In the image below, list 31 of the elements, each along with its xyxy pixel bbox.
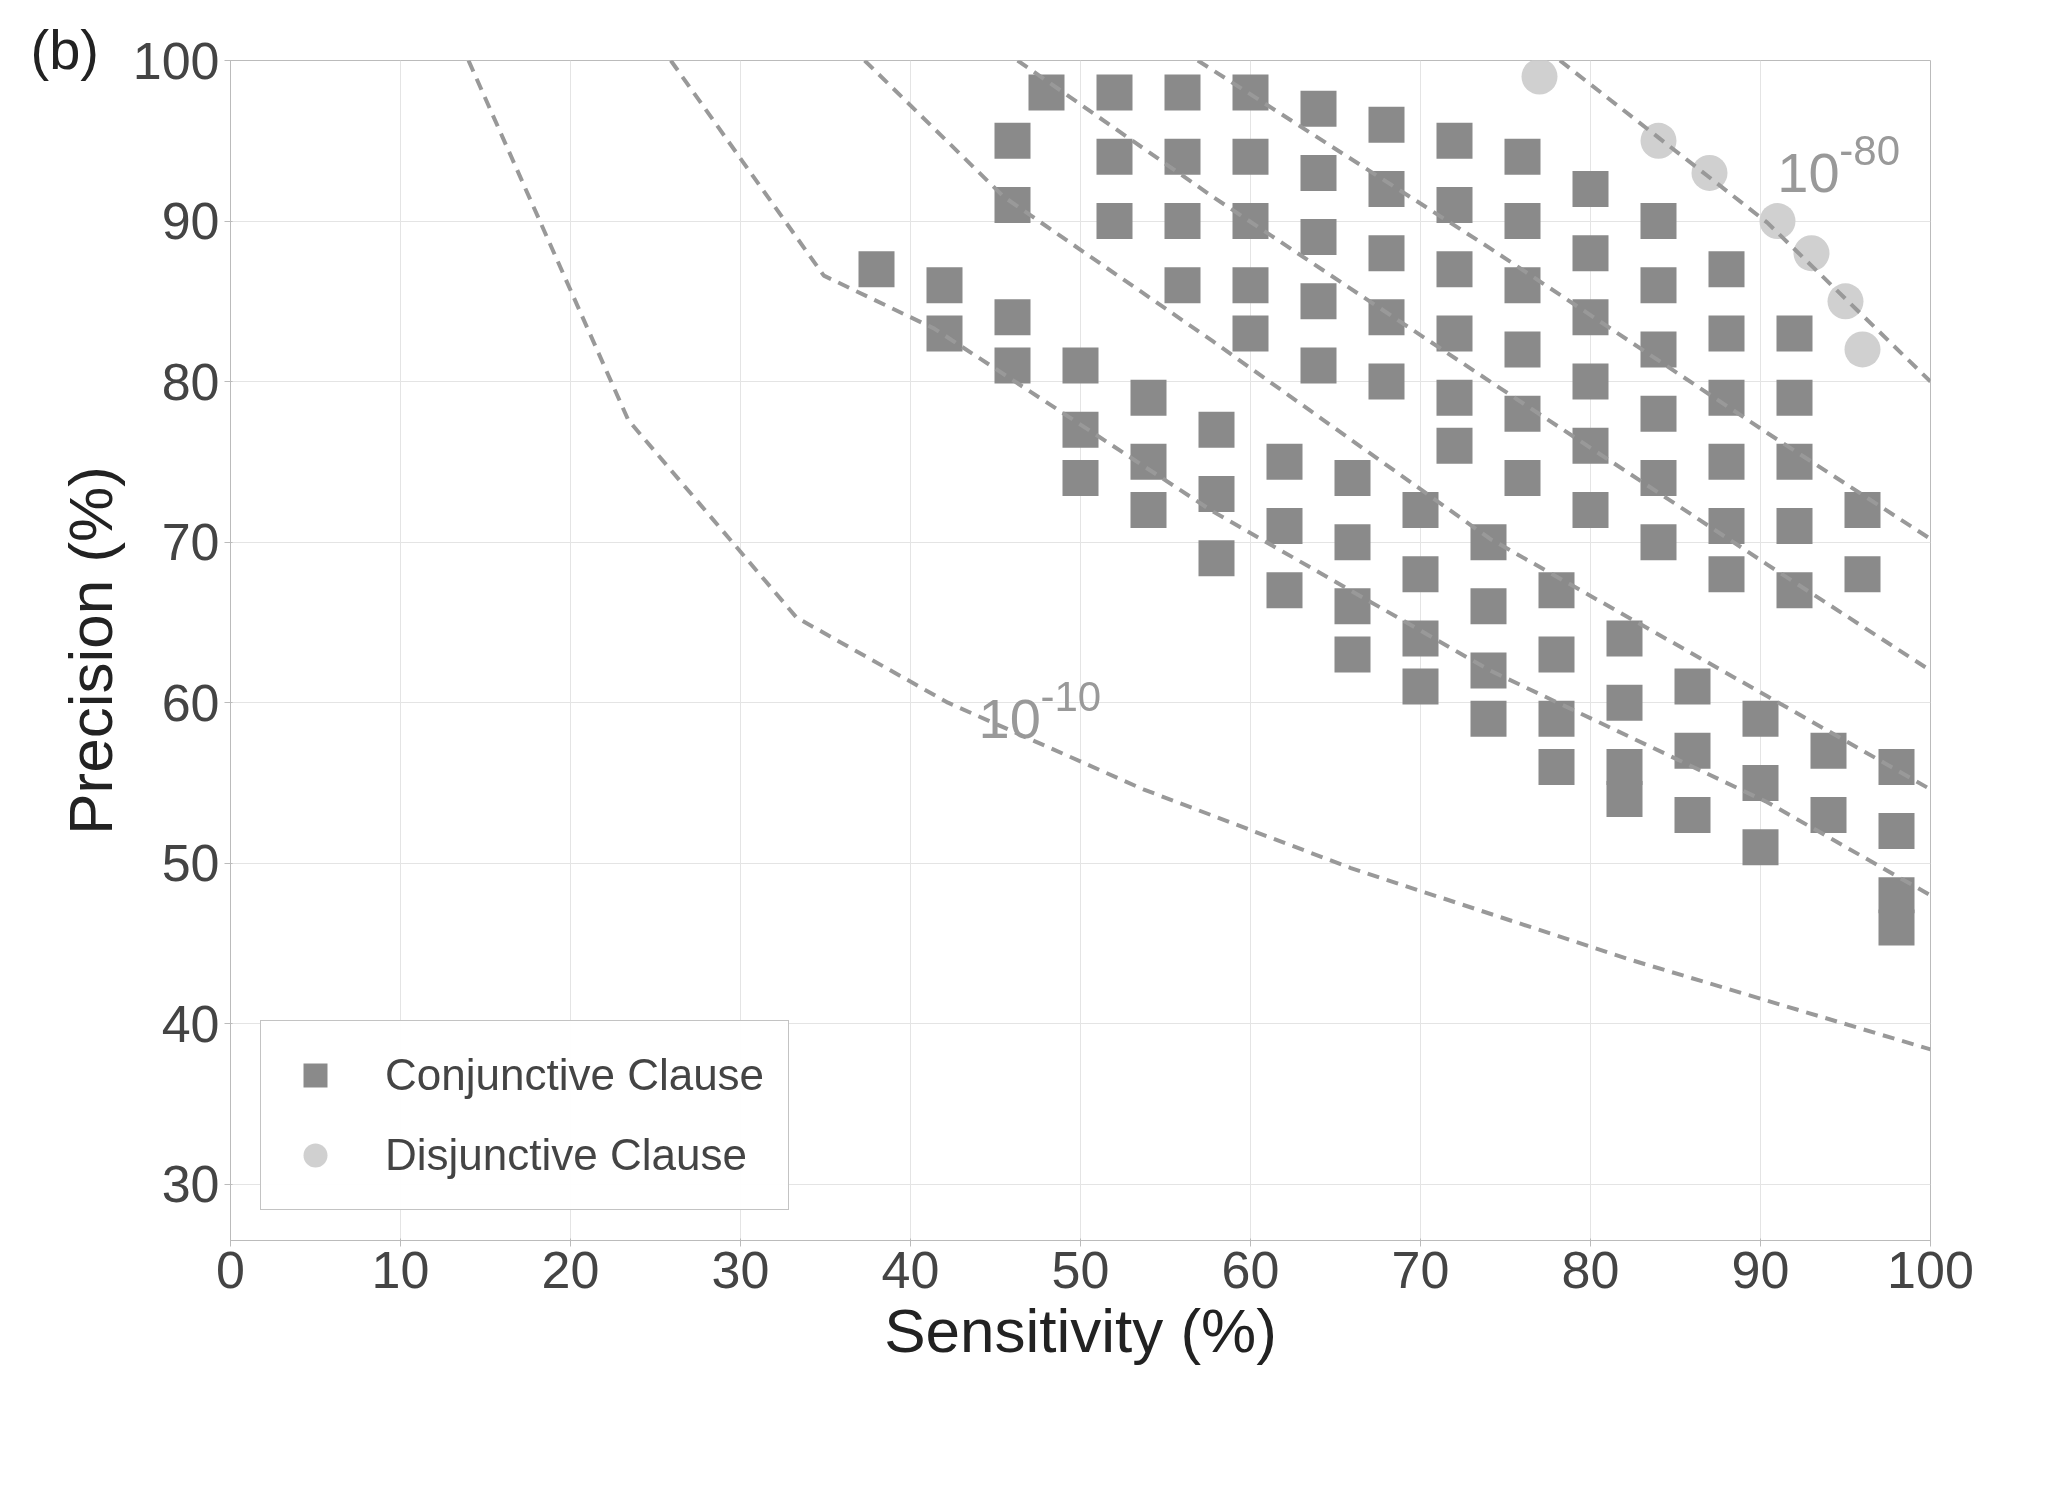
x-tick-label: 80 bbox=[1561, 1240, 1620, 1299]
x-tick-label: 70 bbox=[1391, 1240, 1450, 1299]
legend-label: Conjunctive Clause bbox=[385, 1050, 765, 1100]
x-tick-label: 30 bbox=[711, 1240, 770, 1299]
text: (b) bbox=[30, 17, 99, 81]
y-tick-label: 90 bbox=[161, 192, 220, 251]
y-tick-label: 40 bbox=[161, 994, 220, 1053]
x-tick-label: 100 bbox=[1887, 1240, 1974, 1299]
x-tick-label: 10 bbox=[371, 1240, 430, 1299]
y-tick-label: 100 bbox=[132, 31, 220, 90]
legend-label: Disjunctive Clause bbox=[385, 1130, 747, 1180]
y-tick-label: 30 bbox=[161, 1155, 220, 1214]
y-axis-title: Precision (%) bbox=[55, 466, 125, 835]
y-tick-label: 50 bbox=[161, 834, 220, 893]
point bbox=[1827, 283, 1864, 320]
line-series bbox=[862, 60, 1931, 792]
line-series bbox=[668, 60, 1931, 898]
x-tick-label: 90 bbox=[1731, 1240, 1790, 1299]
y-tick-label: 60 bbox=[161, 673, 220, 732]
x-tick-label: 0 bbox=[216, 1240, 245, 1299]
point bbox=[1844, 331, 1881, 368]
point bbox=[1691, 154, 1728, 191]
y-tick-label: 70 bbox=[161, 513, 220, 572]
line-series bbox=[466, 60, 1931, 1052]
x-tick-label: 20 bbox=[541, 1240, 600, 1299]
point bbox=[1793, 235, 1830, 272]
point bbox=[1521, 60, 1558, 95]
y-tick-label: 80 bbox=[161, 352, 220, 411]
point bbox=[1640, 122, 1677, 159]
point bbox=[1759, 203, 1796, 240]
line-series bbox=[1195, 60, 1931, 541]
